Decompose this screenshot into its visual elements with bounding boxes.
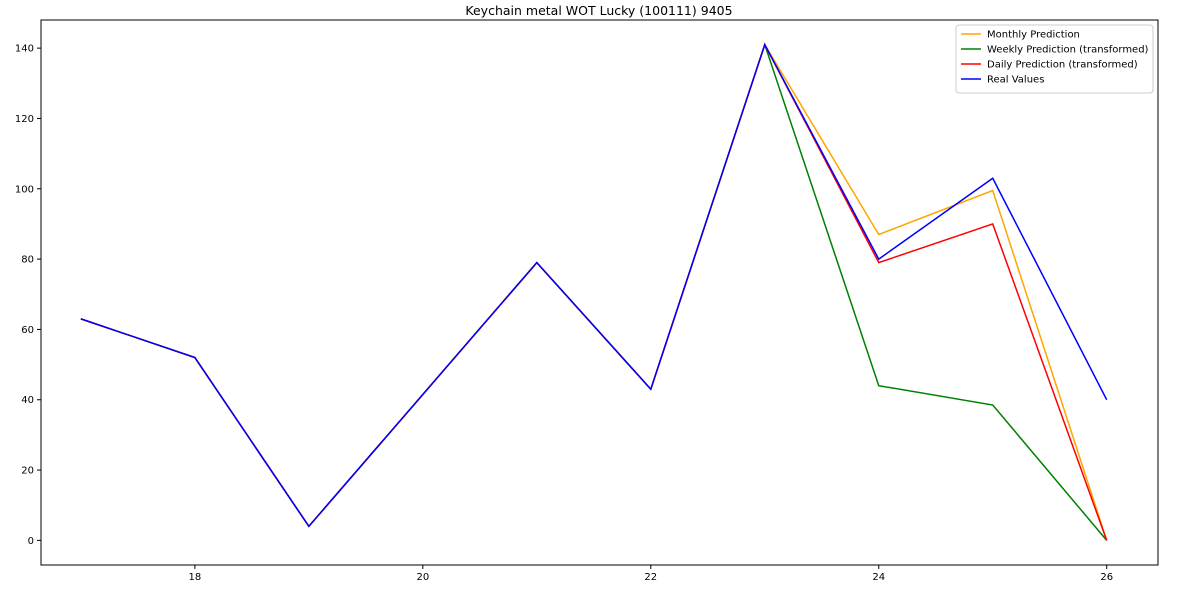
plot-area bbox=[41, 20, 1158, 565]
y-tick-label: 80 bbox=[21, 255, 34, 266]
legend: Monthly Prediction Weekly Prediction (tra… bbox=[955, 24, 1154, 94]
chart-title: Keychain metal WOT Lucky (100111) 9405 bbox=[465, 3, 732, 18]
x-tick-label: 24 bbox=[872, 572, 885, 583]
y-tick-label: 40 bbox=[21, 395, 34, 406]
legend-label: Monthly Prediction bbox=[987, 30, 1080, 41]
y-tick-label: 120 bbox=[15, 114, 34, 125]
legend-box bbox=[955, 24, 1154, 94]
axes-frame bbox=[40, 19, 1159, 566]
legend-label: Daily Prediction (transformed) bbox=[987, 60, 1138, 71]
y-tick-label: 100 bbox=[15, 184, 34, 195]
legend-label: Real Values bbox=[987, 75, 1044, 86]
series-line-4 bbox=[80, 42, 1108, 528]
x-tick-label: 18 bbox=[189, 572, 202, 583]
legend-label: Weekly Prediction (transformed) bbox=[987, 45, 1149, 56]
x-tick-label: 20 bbox=[416, 572, 429, 583]
y-tick-label: 140 bbox=[15, 44, 34, 55]
y-tick-label: 60 bbox=[21, 325, 34, 336]
y-tick-label: 20 bbox=[21, 466, 34, 477]
x-tick-label: 22 bbox=[644, 572, 657, 583]
x-tick-label: 26 bbox=[1100, 572, 1113, 583]
y-tick-label: 0 bbox=[28, 536, 34, 547]
